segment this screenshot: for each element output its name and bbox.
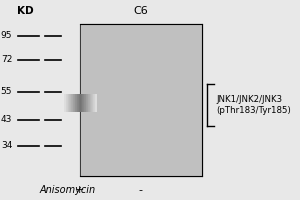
Text: 43: 43 [1,116,12,124]
Text: +: + [75,185,85,195]
Text: JNK1/JNK2/JNK3: JNK1/JNK2/JNK3 [217,96,283,104]
Text: 95: 95 [1,31,12,40]
Text: Anisomycin: Anisomycin [39,185,95,195]
Text: C6: C6 [134,6,148,16]
Text: KD: KD [17,6,34,16]
Text: 55: 55 [1,88,12,97]
Text: 72: 72 [1,55,12,64]
Text: (pThr183/Tyr185): (pThr183/Tyr185) [217,106,291,114]
FancyBboxPatch shape [80,24,202,176]
Text: -: - [139,185,143,195]
Text: 34: 34 [1,142,12,150]
